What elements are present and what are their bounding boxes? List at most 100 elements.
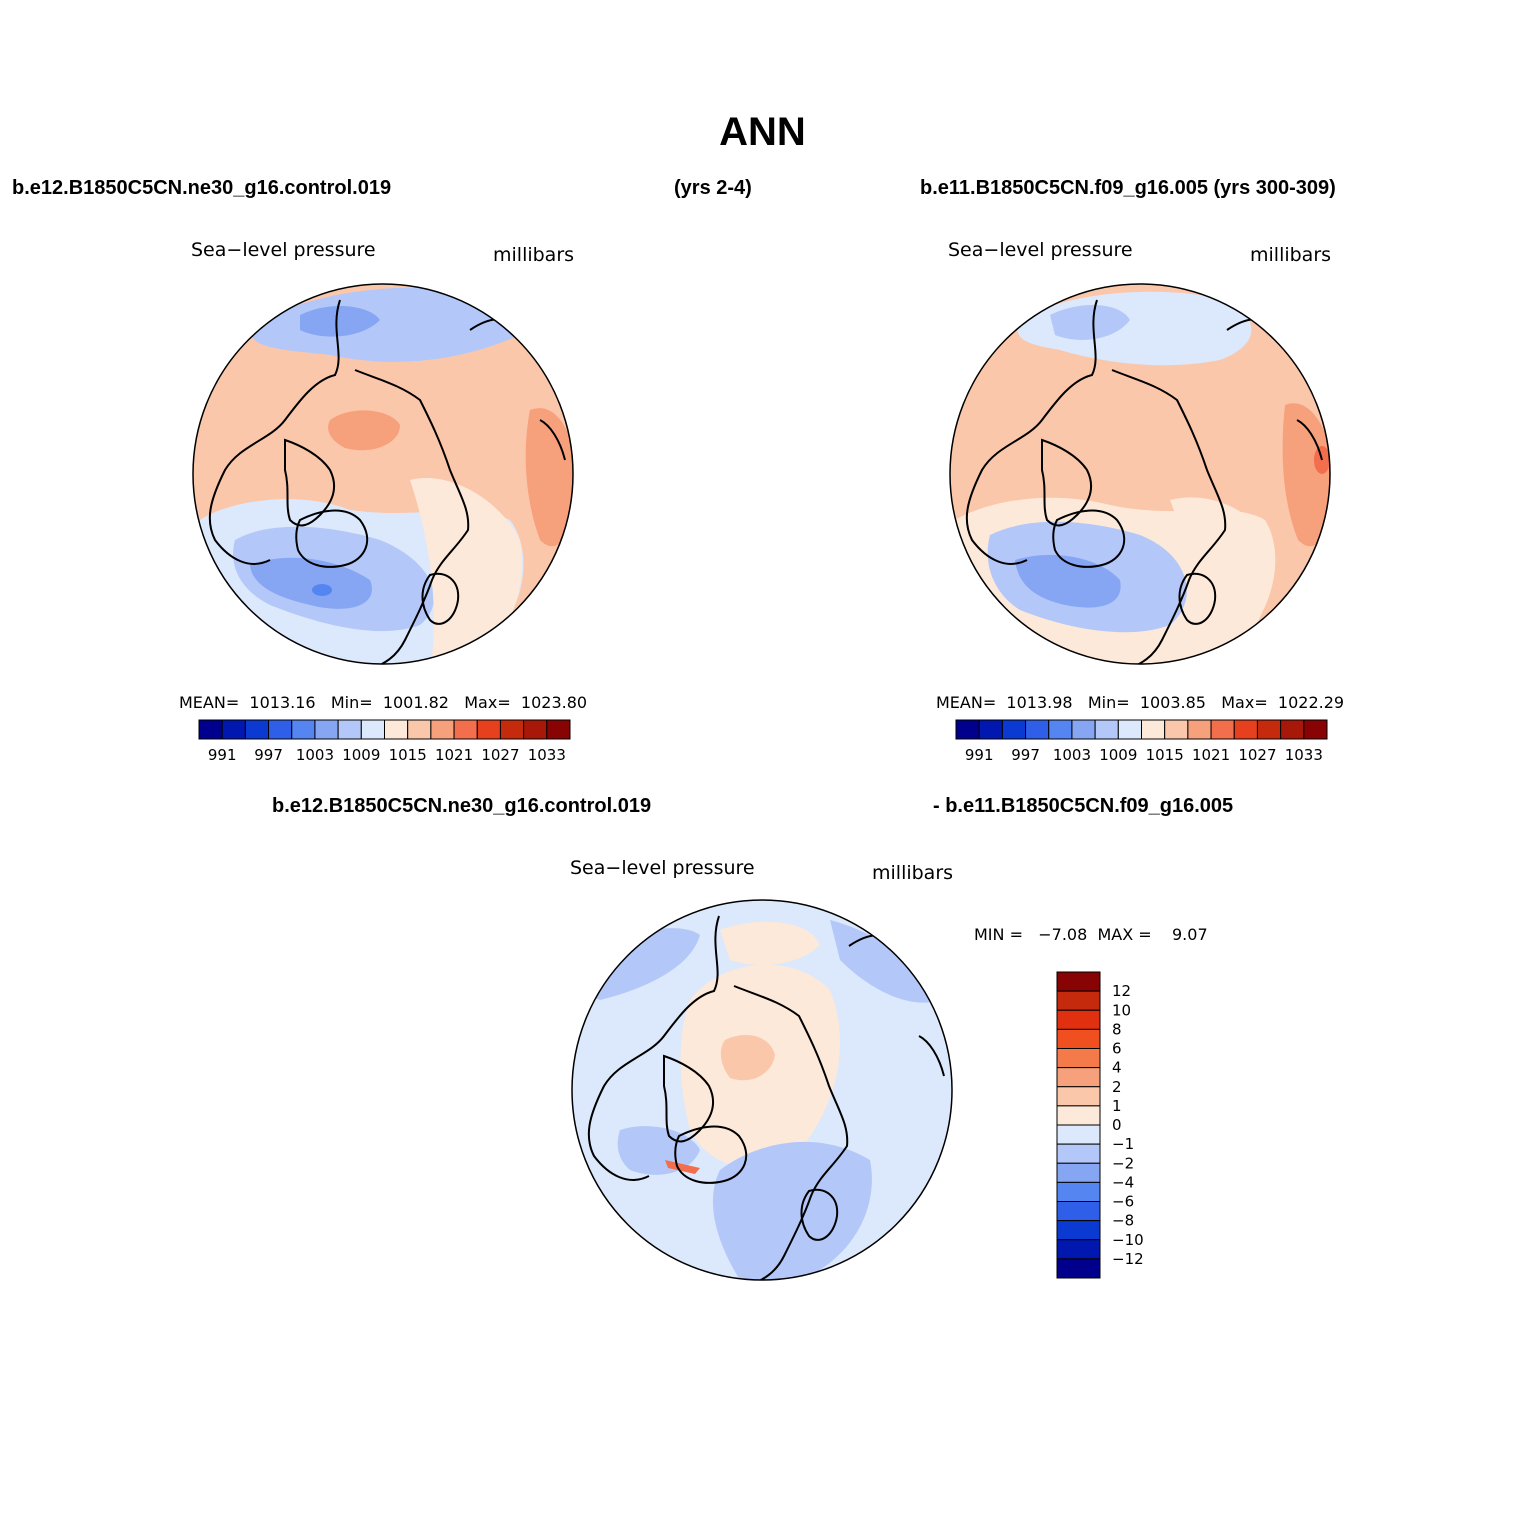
panel2-colorbar-tick-label: 1009 (1099, 746, 1137, 764)
panel3-colorbar-tick-label: −4 (1112, 1173, 1134, 1191)
panel1-map-boundary (192, 283, 574, 665)
panel3-colorbar-swatch (1056, 1258, 1101, 1279)
panel3-low-europe (712, 1141, 872, 1280)
panel1-colorbar-tick-label: 1003 (296, 746, 334, 764)
panel2-colorbar-tick-label: 1003 (1053, 746, 1091, 764)
panel1-colorbar-swatch (523, 719, 548, 740)
panel2-colorbar-swatch (1256, 719, 1282, 740)
panel3-min-label: MIN = (974, 925, 1023, 944)
panel3-colorbar-swatch (1056, 1239, 1101, 1260)
panel2-low-pacific (1050, 304, 1130, 340)
panel1-low-pacific-core (300, 305, 380, 337)
panel2-units-label: millibars (1250, 244, 1332, 266)
panel3-colorbar-tick-label: 10 (1112, 1001, 1131, 1019)
panel2-colorbar-tick-label: 1021 (1192, 746, 1230, 764)
panel2-min-value: 1003.85 (1139, 693, 1206, 712)
panel1-coastlines (208, 299, 566, 664)
panel2-variable-label: Sea−level pressure (948, 239, 1133, 261)
panel3-map (571, 899, 953, 1281)
panel2-high-siberia (1282, 403, 1330, 547)
panel1-colorbar-swatch (407, 719, 432, 740)
panel1-mean-label: MEAN= (179, 693, 240, 712)
panel2-colorbar-swatch (1164, 719, 1189, 740)
right-case-header: b.e11.B1850C5CN.f09_g16.005 (yrs 300-309… (920, 177, 1336, 199)
panel1-colorbar-tick-label: 997 (254, 746, 283, 764)
panel3-colorbar-swatch (1056, 971, 1101, 992)
panel3-max-value: 9.07 (1172, 925, 1208, 944)
panel2-colorbar-swatch (1210, 719, 1235, 740)
panel2-mean-value: 1013.98 (1006, 693, 1073, 712)
panel2-colorbar-swatch (1001, 719, 1027, 740)
panel3-colorbar-tick-label: 0 (1112, 1116, 1122, 1134)
panel3-colorbar-tick-label: 8 (1112, 1020, 1122, 1038)
panel3-colorbar-tick-label: −12 (1112, 1250, 1144, 1268)
panel3-neutral-edge (580, 1240, 660, 1280)
panel2-colorbar-swatch (1094, 719, 1119, 740)
panel1-colorbar-swatch (244, 719, 270, 740)
panel3-high-arctic (720, 1035, 775, 1081)
panel3-units-label: millibars (872, 862, 954, 884)
panel3-colorbar-swatch (1056, 1181, 1101, 1202)
panel3-coastlines (587, 915, 945, 1280)
panel3-colorbar-swatch (1056, 1086, 1101, 1107)
panel3-colorbar-swatch (1056, 1124, 1101, 1145)
panel1-colorbar-swatch (314, 719, 339, 740)
panel2-colorbar-tick-label: 997 (1011, 746, 1040, 764)
panel3-colorbar-swatch (1056, 1009, 1101, 1030)
panel1-colorbar-tick-label: 1033 (528, 746, 566, 764)
panel1-mean-value: 1013.16 (249, 693, 316, 712)
panel3-colorbar-swatch (1056, 1067, 1101, 1088)
panel2-coastlines (965, 299, 1323, 664)
panel1-colorbar-swatch (546, 719, 571, 740)
panel1-colorbar-tick-label: 1027 (481, 746, 519, 764)
panel1-high-siberia (525, 408, 573, 547)
left-case-header: b.e12.B1850C5CN.ne30_g16.control.019 (12, 177, 392, 199)
panel2-colorbar-swatch (1303, 719, 1328, 740)
diff-case-a-header: b.e12.B1850C5CN.ne30_g16.control.019 (272, 795, 652, 817)
panel3-neutral-beringia (720, 921, 820, 965)
panel2-colorbar-swatch (1117, 719, 1142, 740)
panel3-min-value: −7.08 (1038, 925, 1088, 944)
panel1-colorbar: 991 997 1003 1009 1015 1021 1027 1033 (198, 719, 571, 764)
panel1-max-label: Max= (464, 693, 511, 712)
panel2-colorbar-tick-label: 1033 (1285, 746, 1323, 764)
panel2-colorbar-swatch (1025, 719, 1050, 740)
panel1-colorbar-tick-label: 991 (208, 746, 237, 764)
panel3-stats: MIN = −7.08 MAX = 9.07 (974, 925, 1208, 944)
panel2-colorbar-swatch (1141, 719, 1166, 740)
panel1-colorbar-swatch (430, 719, 455, 740)
panel1-colorbar-tick-label: 1015 (389, 746, 427, 764)
panel1-colorbar-swatch (291, 719, 316, 740)
panel2-colorbar-swatch (1071, 719, 1096, 740)
panel2-colorbar-swatch (978, 719, 1003, 740)
panel1-low-icelandic (250, 557, 372, 609)
panel2-colorbar-tick-label: 991 (965, 746, 994, 764)
panel1-colorbar-swatch (499, 719, 525, 740)
panel1-low-minimum (312, 584, 332, 596)
panel2-map-boundary (949, 283, 1331, 665)
panel2-colorbar-swatch (955, 719, 980, 740)
panel1-colorbar-swatch (476, 719, 501, 740)
panel2-colorbar-swatch (1280, 719, 1305, 740)
panel1-colorbar-swatch (384, 719, 409, 740)
panel2-mean-label: MEAN= (936, 693, 997, 712)
panel3-colorbar-tick-label: 2 (1112, 1078, 1122, 1096)
panel3-colorbar-tick-label: −6 (1112, 1193, 1134, 1211)
panel1-colorbar-swatch (337, 719, 362, 740)
panel2-colorbar-tick-label: 1027 (1238, 746, 1276, 764)
panel3-colorbar-tick-label: −8 (1112, 1212, 1134, 1230)
panel3-max-label: MAX = (1097, 925, 1152, 944)
panel2-neutral-europe (1170, 497, 1272, 664)
panel3-colorbar-tick-label: −10 (1112, 1231, 1144, 1249)
figure-title: ANN (719, 110, 806, 154)
panel3-map-boundary (571, 899, 953, 1281)
panel3-high-spot (665, 1160, 700, 1174)
panel1-map (192, 283, 574, 665)
panel3-colorbar-tick-label: −1 (1112, 1135, 1134, 1153)
panel3-colorbar-swatch (1056, 1220, 1101, 1241)
panel1-units-label: millibars (493, 244, 575, 266)
panel1-colorbar-swatch (453, 719, 478, 740)
diff-case-b-header: - b.e11.B1850C5CN.f09_g16.005 (933, 795, 1234, 817)
panel1-colorbar-swatch (198, 719, 223, 740)
